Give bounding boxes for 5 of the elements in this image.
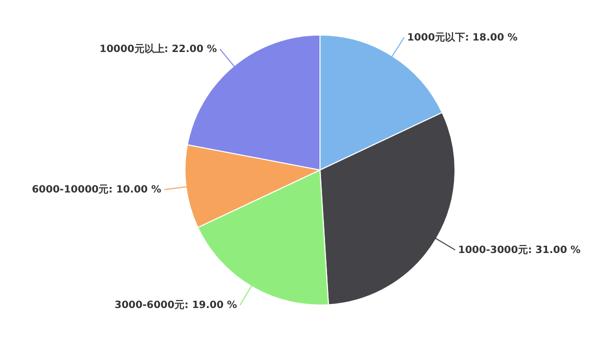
slice-label: 3000-6000元: 19.00 % <box>114 299 238 312</box>
slice-label: 10000元以上: 22.00 % <box>100 43 217 56</box>
slice-label: 1000-3000元: 31.00 % <box>458 244 581 256</box>
slice-label: 6000-10000元: 10.00 % <box>32 184 162 196</box>
slice-label: 1000元以下: 18.00 % <box>407 31 518 44</box>
